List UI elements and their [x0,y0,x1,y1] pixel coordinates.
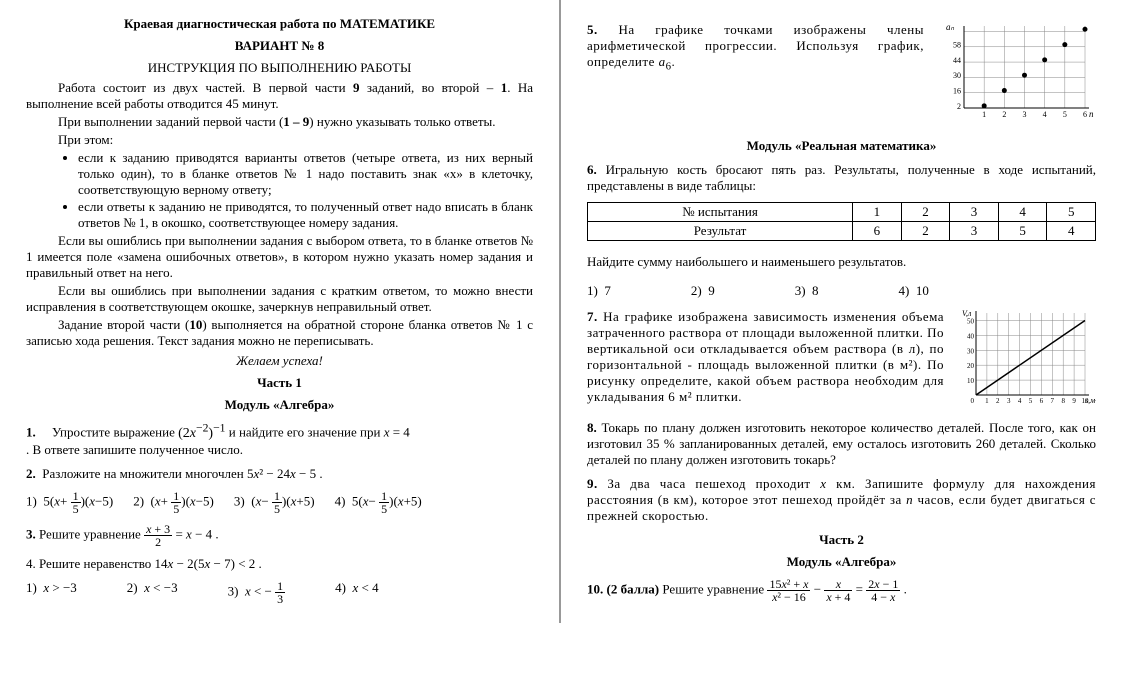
svg-text:1: 1 [982,110,986,119]
instructions-heading: ИНСТРУКЦИЯ ПО ВЫПОЛНЕНИЮ РАБОТЫ [26,60,533,76]
task-8: 8. Токарь по плану должен изготовить нек… [587,420,1096,468]
svg-text:1: 1 [985,397,989,405]
svg-text:44: 44 [953,56,961,65]
instr-bullets: если к заданию приводятся варианты ответ… [26,150,533,231]
svg-text:30: 30 [967,347,975,355]
svg-text:58: 58 [953,41,961,50]
instr-p3: При этом: [26,132,533,148]
svg-text:2: 2 [957,102,961,111]
task-5: 5. На графике точками изображены члены а… [587,20,1096,130]
doc-title: Краевая диагностическая работа по МАТЕМА… [26,16,533,32]
instr-p2: При выполнении заданий первой части (1 –… [26,114,533,130]
svg-text:7: 7 [1051,397,1055,405]
svg-text:5: 5 [1029,397,1033,405]
part2-heading: Часть 2 [587,532,1096,548]
svg-text:n: n [1089,109,1094,119]
svg-text:4: 4 [1018,397,1022,405]
svg-text:3: 3 [1023,110,1027,119]
task-2-options: 1) 5(x+ 15)(x−5) 2) (x+ 15)(x−5) 3) (x− … [26,490,533,515]
instr-p6: Задание второй части (10) выполняется на… [26,317,533,349]
svg-text:16: 16 [953,87,961,96]
bullet-2: если ответы к заданию не приводятся, то … [78,199,533,231]
opt-6-1: 1) 7 [587,283,611,299]
task-9: 9. За два часа пешеход проходит х км. За… [587,476,1096,524]
opt-4-4: 4) x < 4 [335,580,378,605]
svg-text:9: 9 [1072,397,1076,405]
part1-heading: Часть 1 [26,375,533,391]
svg-text:4: 4 [1043,110,1047,119]
page-right: 5. На графике точками изображены члены а… [561,0,1122,623]
task-2: 2. Разложите на множители многочлен 5x² … [26,466,533,482]
svg-text:50: 50 [967,317,975,325]
page-left: Краевая диагностическая работа по МАТЕМА… [0,0,561,623]
task-4-options: 1) x > −3 2) x < −3 3) x < − 13 4) x < 4 [26,580,533,605]
svg-text:30: 30 [953,71,961,80]
instr-p4: Если вы ошиблись при выполнении задания … [26,233,533,281]
svg-text:s,м²: s,м² [1085,396,1096,405]
opt-2-4: 4) 5(x− 15)(x+5) [335,490,422,515]
module-real: Модуль «Реальная математика» [587,138,1096,154]
svg-text:20: 20 [967,362,975,370]
opt-2-2: 2) (x+ 15)(x−5) [133,490,214,515]
svg-text:8: 8 [1061,397,1065,405]
svg-text:3: 3 [1007,397,1011,405]
svg-text:6: 6 [1040,397,1044,405]
opt-2-1: 1) 5(x+ 15)(x−5) [26,490,113,515]
bullet-1: если к заданию приводятся варианты ответ… [78,150,533,198]
task-6-table: № испытания 1 2 3 4 5 Результат 6 2 3 5 … [587,202,1096,241]
chart-5: 2 16 30 44 58 1 2 3 4 5 6n aₙ [936,20,1096,130]
task-4: 4. Решите неравенство 14x − 2(5x − 7) < … [26,556,533,572]
wish: Желаем успеха! [26,353,533,369]
svg-text:5: 5 [1063,110,1067,119]
task-6: 6. Игральную кость бросают пять раз. Рез… [587,162,1096,194]
opt-2-3: 3) (x− 15)(x+5) [234,490,315,515]
module-algebra-1: Модуль «Алгебра» [26,397,533,413]
svg-text:10: 10 [967,377,975,385]
svg-text:0: 0 [971,397,975,405]
instr-p1: Работа состоит из двух частей. В первой … [26,80,533,112]
svg-text:40: 40 [967,332,975,340]
task-10: 10. (2 балла) Решите уравнение 15x² + xx… [587,578,1096,603]
opt-6-3: 3) 8 [795,283,819,299]
svg-text:2: 2 [1002,110,1006,119]
module-algebra-2: Модуль «Алгебра» [587,554,1096,570]
opt-6-4: 4) 10 [899,283,929,299]
task-7: 7. На графике изображена зависимость изм… [587,307,1096,412]
svg-text:2: 2 [996,397,1000,405]
opt-4-3: 3) x < − 13 [228,580,286,605]
svg-text:6: 6 [1083,110,1087,119]
svg-text:aₙ: aₙ [946,22,955,32]
variant: ВАРИАНТ № 8 [26,38,533,54]
chart-7: 1020304050012345678910V,лs,м² [956,307,1096,412]
opt-6-2: 2) 9 [691,283,715,299]
task-3: 3. Решите уравнение x + 32 = x − 4 . [26,523,533,548]
instr-p5: Если вы ошиблись при выполнении задания … [26,283,533,315]
task-1: 1. Упростите выражение (2x−2)−1 и найдит… [26,421,533,458]
opt-4-2: 2) x < −3 [127,580,178,605]
svg-text:V,л: V,л [962,309,972,318]
task-6-after: Найдите сумму наибольшего и наименьшего … [587,254,1096,270]
task-6-options: 1) 7 2) 9 3) 8 4) 10 [587,283,1096,299]
opt-4-1: 1) x > −3 [26,580,77,605]
